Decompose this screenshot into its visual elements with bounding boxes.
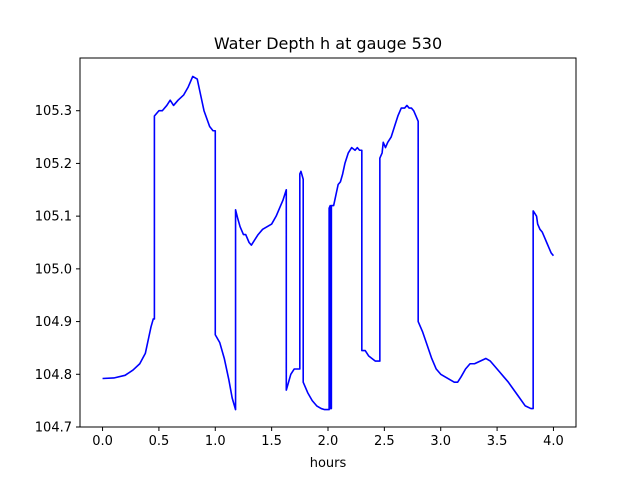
x-tick-label: 2.0 [318, 434, 339, 449]
y-tick-label: 105.3 [35, 104, 72, 119]
chart-title: Water Depth h at gauge 530 [214, 34, 442, 53]
x-tick-label: 4.0 [543, 434, 564, 449]
y-tick-label: 104.7 [35, 421, 72, 436]
y-tick-label: 105.0 [35, 262, 72, 277]
x-tick-label: 0.5 [149, 434, 170, 449]
y-tick-label: 105.2 [35, 157, 72, 172]
y-tick-label: 105.1 [35, 210, 72, 225]
x-axis: 0.0 0.5 1.0 1.5 2.0 2.5 3.0 3.5 4.0 [92, 427, 564, 449]
x-tick-label: 3.0 [430, 434, 451, 449]
plot-area [102, 75, 555, 411]
x-tick-label: 0.0 [92, 434, 113, 449]
series-line-0 [102, 75, 555, 411]
x-tick-label: 1.0 [205, 434, 226, 449]
x-axis-label: hours [310, 456, 347, 471]
x-tick-label: 3.5 [487, 434, 508, 449]
y-tick-label: 104.9 [35, 315, 72, 330]
x-tick-label: 1.5 [261, 434, 282, 449]
y-axis: 104.7 104.8 104.9 105.0 105.1 105.2 105.3 [35, 104, 80, 436]
x-tick-label: 2.5 [374, 434, 395, 449]
y-tick-label: 104.8 [35, 368, 72, 383]
